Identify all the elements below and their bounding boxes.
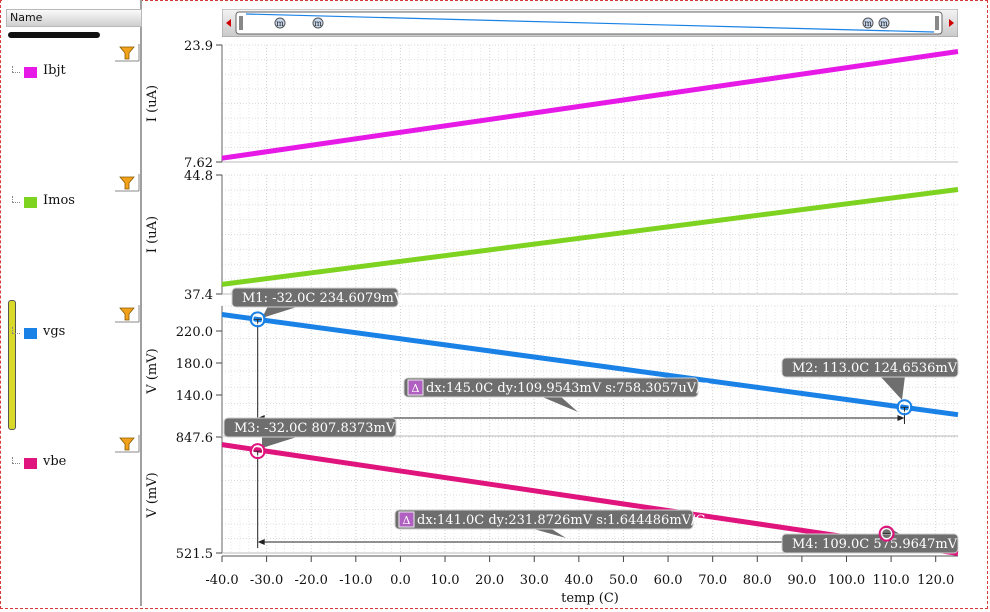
signal-color-swatch <box>24 328 37 339</box>
marker-m2-icon[interactable] <box>896 399 913 416</box>
signal-browser-panel: Name Ibjt Imos vgs vbe <box>2 0 142 606</box>
svg-text:m: m <box>864 19 872 28</box>
name-column-header[interactable]: Name <box>6 9 142 27</box>
x-tick-label: 120.0 <box>917 573 954 588</box>
x-tick-label: 40.0 <box>564 573 593 588</box>
svg-text:m: m <box>314 19 322 28</box>
scroll-left-icon[interactable] <box>226 19 231 27</box>
x-tick-label: 110.0 <box>872 573 909 588</box>
y-tick-label: 220.0 <box>176 325 213 340</box>
arrow-right-icon <box>897 415 905 421</box>
signal-label: vbe <box>43 454 67 469</box>
svg-text:m: m <box>880 19 888 28</box>
x-tick-label: -30.0 <box>250 573 283 588</box>
signal-color-swatch <box>24 458 37 469</box>
overview-marker-icon[interactable]: m <box>312 17 324 29</box>
signal-color-swatch <box>24 197 37 208</box>
overview-trace <box>245 13 935 33</box>
y-tick-label: 521.5 <box>176 547 213 562</box>
filter-icon[interactable] <box>114 174 140 192</box>
svg-text:Δ: Δ <box>403 514 411 527</box>
x-tick-label: 20.0 <box>475 573 504 588</box>
y-tick-label: 180.0 <box>176 357 213 372</box>
selection-bar <box>8 300 16 430</box>
y-axis-label: I (uA) <box>145 216 160 253</box>
delta-icon <box>407 379 424 396</box>
marker-label-text: M4: 109.0C 575.9647mV <box>792 537 958 552</box>
y-tick-label: 7.62 <box>184 156 213 171</box>
svg-text:Δ: Δ <box>412 382 420 395</box>
signal-color-swatch <box>24 67 37 78</box>
y-tick-label: 23.9 <box>184 39 213 54</box>
x-tick-label: 10.0 <box>431 573 460 588</box>
group-bar <box>8 32 100 38</box>
marker-m1-icon[interactable] <box>249 311 266 328</box>
y-axis-label: V (mV) <box>145 348 160 394</box>
y-axis-label: I (uA) <box>145 85 160 122</box>
marker-label-text: dx:141.0C dy:231.8726mV s:1.644486mV/C <box>417 513 705 528</box>
overview-marker-icon[interactable]: m <box>862 17 874 29</box>
svg-text:m: m <box>276 19 284 28</box>
signal-label: Ibjt <box>43 63 66 78</box>
x-tick-label: 30.0 <box>520 573 549 588</box>
marker-label-text: M1: -32.0C 234.6079mV <box>242 291 404 306</box>
filter-icon[interactable] <box>114 44 140 62</box>
marker-m4-label[interactable]: M4: 109.0C 575.9647mV <box>781 526 959 554</box>
marker-m3-icon[interactable] <box>249 443 266 460</box>
y-tick-label: 847.6 <box>176 431 213 446</box>
arrow-left-icon <box>257 539 265 545</box>
x-axis-label: temp (C) <box>561 591 619 606</box>
x-tick-label: -20.0 <box>295 573 328 588</box>
x-tick-label: 90.0 <box>787 573 816 588</box>
y-tick-label: 44.8 <box>184 169 213 184</box>
marker-label-text: dx:145.0C dy:109.9543mV s:758.3057uV/C <box>426 381 710 396</box>
x-tick-label: 70.0 <box>698 573 727 588</box>
scroll-right-icon[interactable] <box>949 19 954 27</box>
overview-marker-icon[interactable]: m <box>274 17 286 29</box>
filter-icon[interactable] <box>114 305 140 323</box>
y-tick-label: 37.4 <box>184 288 213 303</box>
series-line-vgs[interactable] <box>221 312 959 418</box>
marker-m1-label[interactable]: M1: -32.0C 234.6079mV <box>231 287 404 318</box>
x-tick-label: 50.0 <box>609 573 638 588</box>
y-tick-label: 140.0 <box>176 389 213 404</box>
marker-m2-label[interactable]: M2: 113.0C 124.6536mV <box>781 357 959 400</box>
marker-label-text: M2: 113.0C 124.6536mV <box>792 361 958 376</box>
x-tick-label: 0.0 <box>390 573 411 588</box>
marker-m3-label[interactable]: M3: -32.0C 807.8373mV <box>223 417 397 448</box>
overview-marker-icon[interactable]: m <box>878 17 890 29</box>
series-line-ibjt[interactable] <box>221 49 959 161</box>
series-line-imos[interactable] <box>221 187 959 287</box>
x-tick-label: 80.0 <box>743 573 772 588</box>
marker-m4-icon[interactable] <box>878 525 895 542</box>
x-tick-label: 60.0 <box>654 573 683 588</box>
signal-label: Imos <box>43 193 75 208</box>
filter-icon[interactable] <box>114 435 140 453</box>
delta-icon <box>398 511 415 528</box>
y-axis-label: V (mV) <box>145 472 160 518</box>
signal-label: vgs <box>43 324 66 339</box>
x-tick-label: 100.0 <box>828 573 865 588</box>
marker-label-text: M3: -32.0C 807.8373mV <box>234 421 396 436</box>
x-tick-label: -10.0 <box>339 573 372 588</box>
x-tick-label: -40.0 <box>205 573 238 588</box>
